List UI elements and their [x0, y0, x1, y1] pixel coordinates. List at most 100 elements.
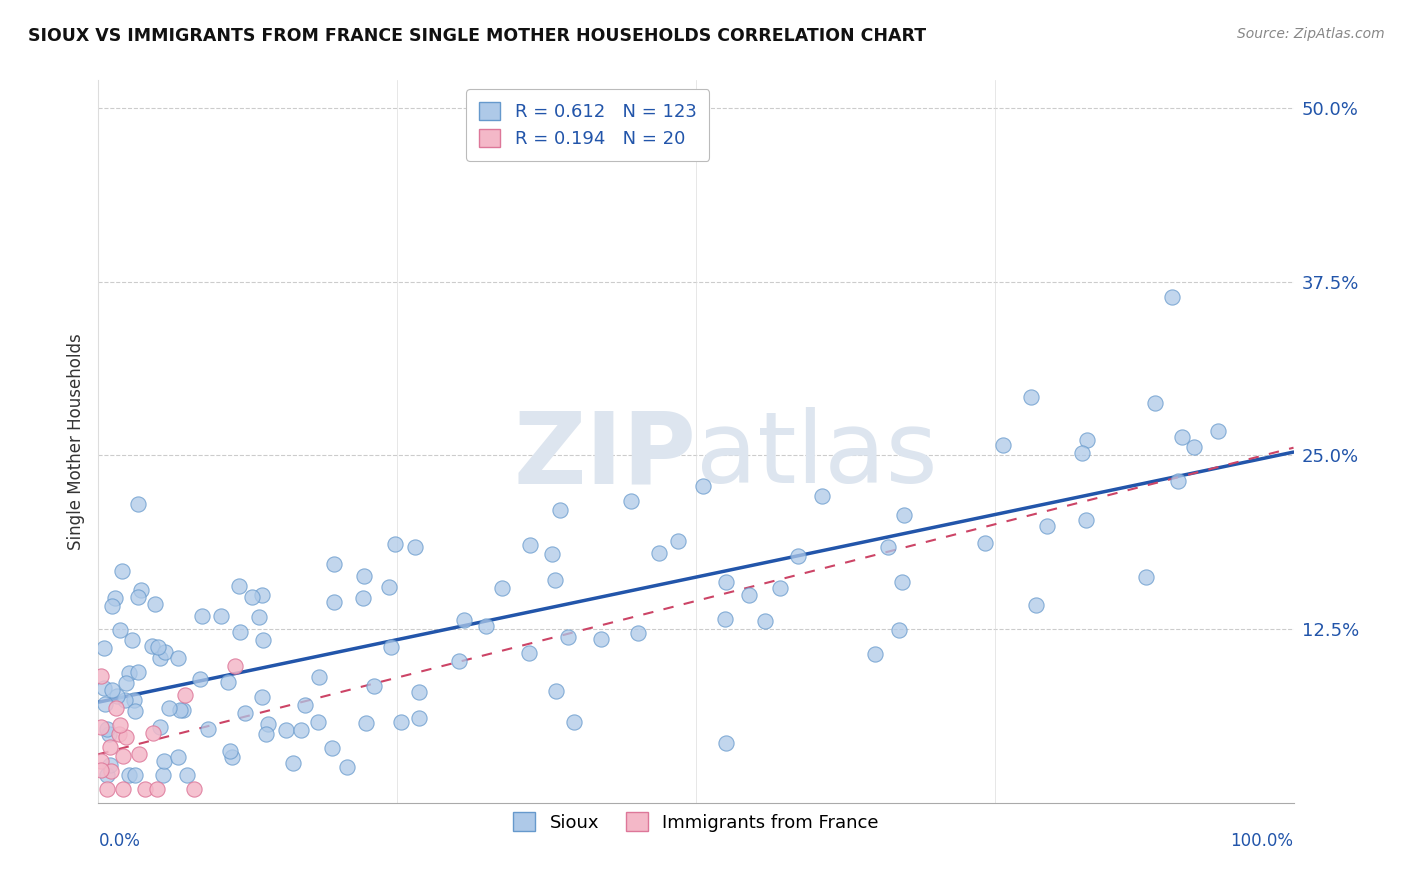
Point — [114, 676, 136, 690]
Point — [544, 574, 567, 588]
Point — [146, 640, 169, 655]
Point — [1171, 430, 1194, 444]
Point — [228, 579, 250, 593]
Point — [769, 581, 792, 595]
Point — [562, 714, 585, 729]
Point — [384, 537, 406, 551]
Point — [352, 591, 374, 605]
Point — [519, 537, 541, 551]
Point — [90, 721, 112, 735]
Point — [648, 546, 671, 560]
Point — [250, 690, 273, 705]
Point — [155, 645, 177, 659]
Point — [408, 711, 430, 725]
Point — [101, 599, 124, 613]
Point — [115, 730, 138, 744]
Point — [104, 591, 127, 606]
Point — [889, 623, 911, 637]
Point — [517, 647, 540, 661]
Point — [591, 632, 613, 647]
Point — [307, 714, 329, 729]
Point — [93, 681, 115, 695]
Point — [149, 720, 172, 734]
Point — [101, 682, 124, 697]
Point — [627, 626, 650, 640]
Point — [129, 583, 152, 598]
Point — [408, 685, 430, 699]
Text: Source: ZipAtlas.com: Source: ZipAtlas.com — [1237, 27, 1385, 41]
Point — [1076, 433, 1098, 447]
Point — [104, 700, 127, 714]
Point — [548, 503, 571, 517]
Point — [169, 703, 191, 717]
Point — [491, 581, 513, 595]
Text: ZIP: ZIP — [513, 408, 696, 505]
Text: 0.0%: 0.0% — [98, 831, 141, 850]
Point — [1144, 396, 1167, 410]
Point — [233, 706, 256, 720]
Point — [118, 768, 141, 782]
Point — [152, 768, 174, 782]
Point — [93, 641, 115, 656]
Point — [108, 727, 131, 741]
Point — [974, 536, 997, 550]
Y-axis label: Single Mother Households: Single Mother Households — [66, 334, 84, 549]
Point — [90, 763, 112, 777]
Point — [112, 781, 135, 796]
Point — [1076, 513, 1098, 527]
Text: atlas: atlas — [696, 408, 938, 505]
Point — [124, 693, 146, 707]
Point — [380, 640, 402, 654]
Point — [217, 675, 239, 690]
Point — [96, 722, 118, 736]
Point — [128, 747, 150, 762]
Point — [191, 608, 214, 623]
Text: SIOUX VS IMMIGRANTS FROM FRANCE SINGLE MOTHER HOUSEHOLDS CORRELATION CHART: SIOUX VS IMMIGRANTS FROM FRANCE SINGLE M… — [28, 27, 927, 45]
Point — [219, 744, 242, 758]
Point — [90, 669, 112, 683]
Point — [252, 633, 274, 648]
Point — [127, 665, 149, 680]
Point — [738, 588, 761, 602]
Point — [1206, 424, 1229, 438]
Point — [323, 595, 346, 609]
Point — [1167, 475, 1189, 489]
Point — [557, 630, 579, 644]
Point — [754, 614, 776, 628]
Point — [224, 659, 246, 673]
Point — [96, 768, 118, 782]
Point — [127, 590, 149, 604]
Point — [112, 749, 135, 764]
Point — [1135, 570, 1157, 584]
Point — [100, 764, 122, 778]
Point — [308, 670, 330, 684]
Point — [247, 610, 270, 624]
Point — [1025, 598, 1047, 612]
Point — [294, 698, 316, 712]
Text: 100.0%: 100.0% — [1230, 831, 1294, 850]
Point — [475, 619, 498, 633]
Point — [93, 697, 115, 711]
Point — [108, 718, 131, 732]
Point — [209, 609, 232, 624]
Point — [173, 688, 195, 702]
Point — [447, 654, 470, 668]
Point — [90, 754, 112, 768]
Point — [110, 623, 132, 637]
Point — [541, 547, 564, 561]
Point — [105, 690, 128, 704]
Point — [716, 736, 738, 750]
Point — [1019, 391, 1042, 405]
Point — [257, 717, 280, 731]
Point — [714, 574, 737, 589]
Legend: Sioux, Immigrants from France: Sioux, Immigrants from France — [501, 800, 891, 845]
Point — [323, 558, 346, 572]
Point — [666, 534, 689, 549]
Point — [167, 651, 190, 665]
Point — [166, 750, 188, 764]
Point — [183, 781, 205, 796]
Point — [240, 590, 263, 604]
Point — [281, 756, 304, 770]
Point — [141, 639, 163, 653]
Point — [991, 438, 1014, 452]
